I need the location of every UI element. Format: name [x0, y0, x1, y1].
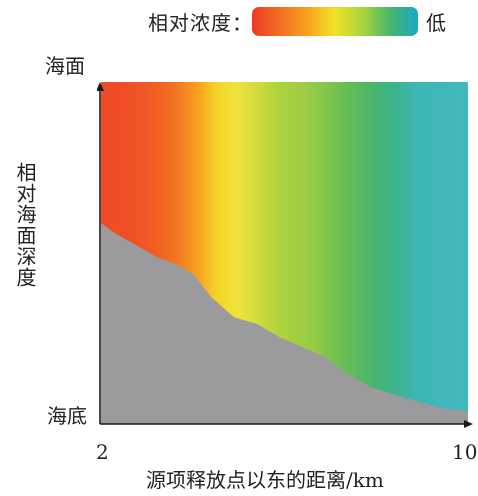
sea-surface-label: 海面: [45, 54, 85, 78]
x-tick-min: 2: [96, 440, 109, 464]
legend-title-text: 相对浓度：: [148, 11, 253, 35]
legend-gradient-bar: [252, 7, 418, 36]
seabed-profile: [101, 223, 468, 424]
sea-bottom-label: 海底: [47, 404, 87, 428]
y-axis-arrow: [97, 82, 104, 91]
concentration-section-plot: [97, 82, 473, 428]
x-axis-title: 源项释放点以东的距离/km: [146, 468, 384, 492]
x-axis-arrow: [464, 420, 473, 428]
legend-low-label: 低: [426, 11, 446, 35]
y-axis-title: 相对海面深度: [13, 162, 37, 288]
x-tick-max: 10: [452, 440, 478, 464]
